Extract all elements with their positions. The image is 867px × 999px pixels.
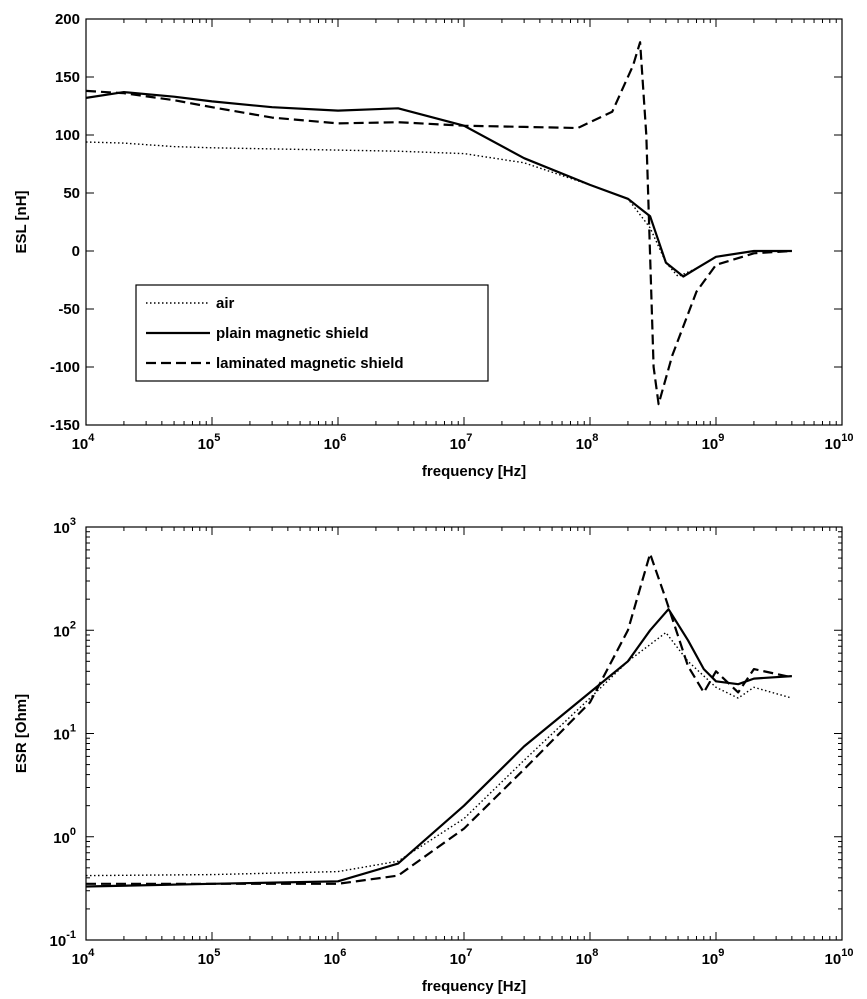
esl-x-axis: 104 105 106 107 108 109 1010	[72, 19, 854, 453]
x-tick-label: 104	[72, 432, 96, 453]
series-line-laminated-magnetic-shield	[86, 41, 792, 406]
y-tick-label: 102	[53, 619, 76, 640]
x-tick-label: 1010	[825, 947, 854, 968]
x-tick-label: 105	[198, 432, 221, 453]
esr-x-axis: 104 105 106 107 108 109 1010	[72, 527, 854, 968]
y-tick-label: 150	[55, 69, 80, 86]
x-tick-label: 106	[324, 432, 347, 453]
y-tick-label: 0	[72, 243, 80, 260]
x-tick-label: 109	[702, 432, 725, 453]
y-tick-label: 50	[63, 185, 80, 202]
x-tick-label: 1010	[825, 432, 854, 453]
x-tick-label: 108	[576, 947, 599, 968]
series-line-laminated-magnetic-shield	[86, 552, 793, 885]
legend-entry: plain magnetic shield	[216, 325, 369, 342]
esr-x-axis-label: frequency [Hz]	[422, 978, 526, 995]
esl-y-axis-label: ESL [nH]	[13, 190, 30, 253]
x-tick-label: 104	[72, 947, 96, 968]
y-tick-label: 10-1	[50, 929, 76, 950]
legend-entry: laminated magnetic shield	[216, 355, 404, 372]
y-tick-label: 101	[53, 723, 76, 744]
x-tick-label: 109	[702, 947, 725, 968]
y-tick-label: 200	[55, 11, 80, 28]
x-tick-label: 106	[324, 947, 347, 968]
esl-chart: 104 105 106 107 108 109 1010-150-100-500501001…	[13, 11, 853, 480]
esr-series-group	[86, 552, 793, 888]
x-tick-label: 105	[198, 947, 221, 968]
y-tick-label: 103	[53, 516, 76, 537]
esr-plot-frame	[85, 526, 843, 941]
y-tick-label: -50	[58, 301, 80, 318]
esr-y-axis: 10-1 100 101 102 103	[50, 516, 842, 950]
x-tick-label: 107	[450, 432, 473, 453]
esl-x-axis-label: frequency [Hz]	[422, 463, 526, 480]
esl-y-axis: -150 -100 -50 0 50 100 150 200	[50, 11, 842, 434]
y-tick-label: 100	[53, 826, 76, 847]
y-tick-label: -100	[50, 359, 80, 376]
y-tick-label: 100	[55, 127, 80, 144]
esr-y-axis-label: ESR [Ohm]	[13, 694, 30, 773]
x-tick-label: 107	[450, 947, 473, 968]
esl-series-group	[86, 41, 792, 406]
legend: air plain magnetic shield laminated magnet…	[135, 284, 489, 382]
y-tick-label: -150	[50, 417, 80, 434]
esr-chart: 104 105 106 107 108 109 1010 10-1 100 101 102 103 fr…	[13, 516, 853, 995]
series-line-plain-magnetic-shield	[86, 90, 792, 278]
series-line-air	[86, 631, 793, 877]
x-tick-label: 108	[576, 432, 599, 453]
legend-entry: air	[216, 295, 235, 312]
